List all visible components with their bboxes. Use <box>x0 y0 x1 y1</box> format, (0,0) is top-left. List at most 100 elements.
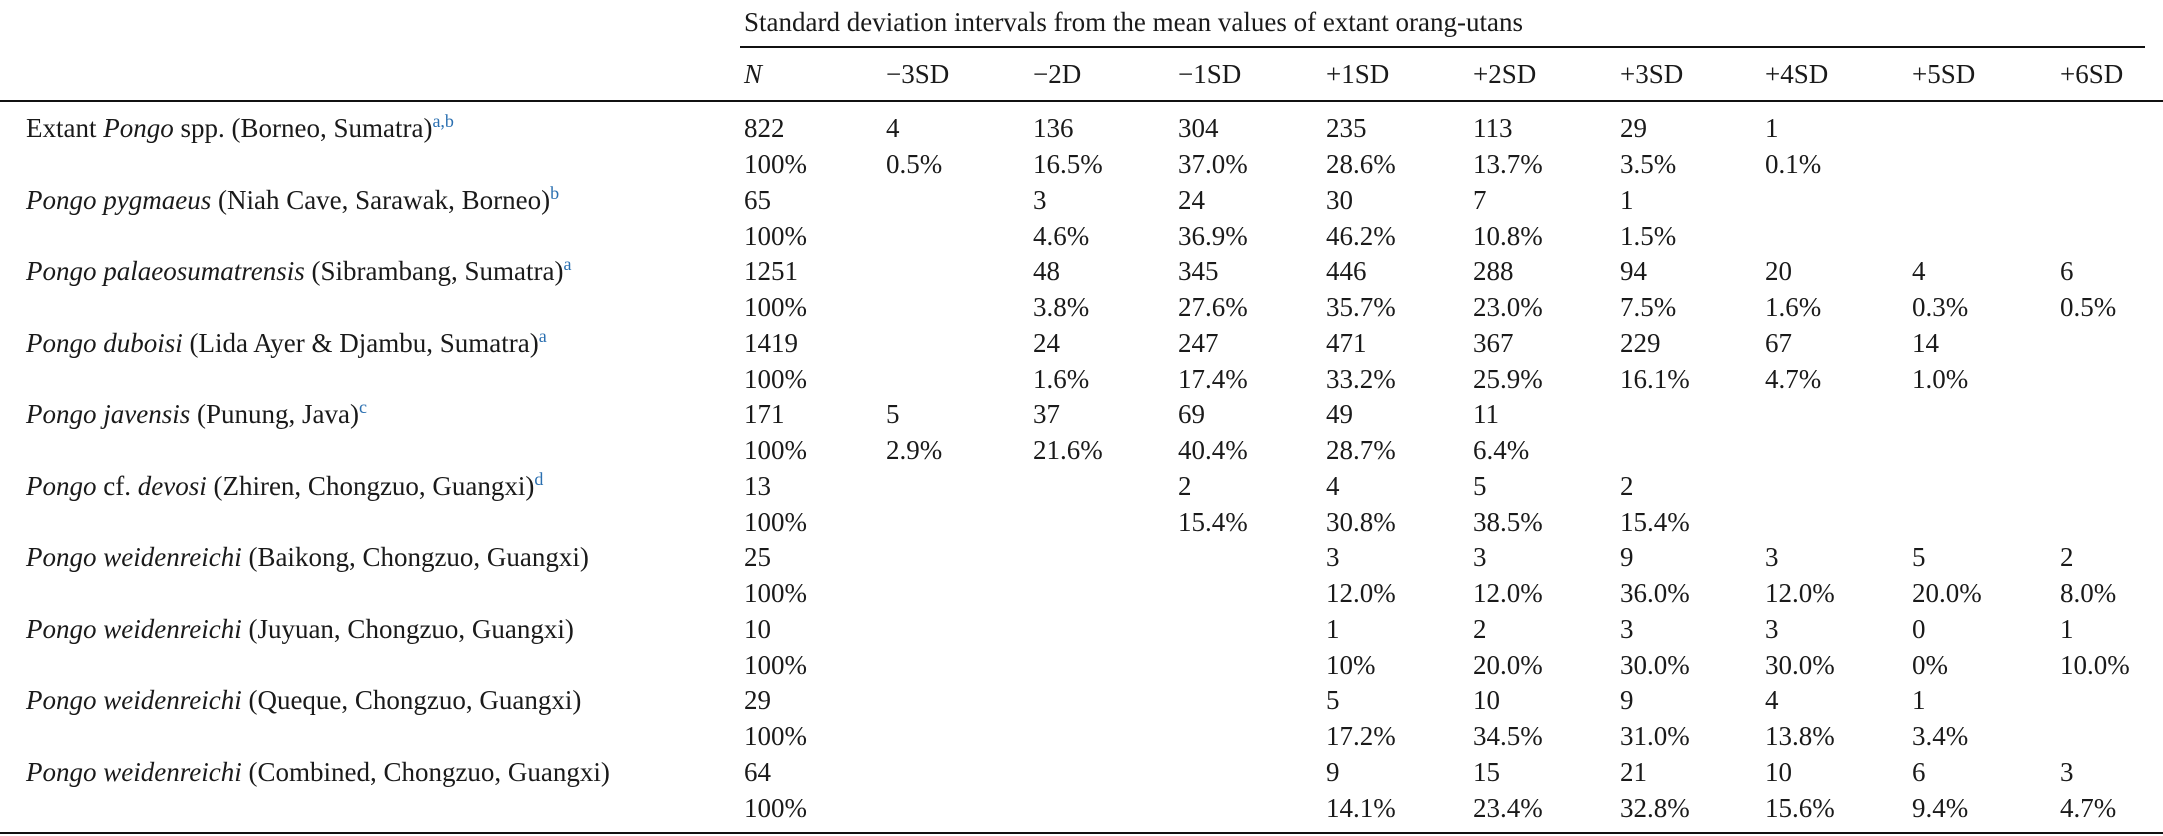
percent-cell: 100% <box>744 578 807 608</box>
footnote-marker: a <box>538 325 547 346</box>
table-row: Pongo javensis (Punung, Java)c 171 5 37 69 49… <box>0 396 2163 468</box>
percent-cell: 34.5% <box>1473 721 1543 751</box>
count-cell: 247 <box>1178 327 1219 358</box>
count-cell: 29 <box>744 685 771 715</box>
row-label: Pongo weidenreichi (Baikong, Chongzuo, G… <box>26 539 589 575</box>
row-label: Pongo palaeosumatrensis (Sibrambang, Sum… <box>26 253 571 289</box>
count-cell: 20 <box>1765 256 1792 286</box>
count-cell: 1251 <box>744 256 798 286</box>
percent-cell: 31.0% <box>1620 721 1690 751</box>
column-header: −3SD <box>886 59 950 89</box>
taxon-name: Pongo weidenreichi <box>26 613 242 644</box>
table-row: Pongo cf. devosi (Zhiren, Chongzuo, Guan… <box>0 468 2163 540</box>
percent-cell: 100% <box>744 506 807 537</box>
label-locality: (Niah Cave, Sarawak, Borneo) <box>211 184 551 215</box>
percent-cell: 4.7% <box>2060 792 2117 823</box>
count-cell: 0 <box>1912 613 1926 644</box>
count-cell: 10 <box>1473 685 1500 715</box>
label-locality: (Baikong, Chongzuo, Guangxi) <box>241 542 589 572</box>
percent-cell: 12.0% <box>1765 578 1835 608</box>
count-cell: 48 <box>1033 256 1060 286</box>
count-cell: 9 <box>1620 542 1634 572</box>
count-cell: 1 <box>1912 685 1926 715</box>
count-cell: 6 <box>2060 256 2074 286</box>
column-header: +6SD <box>2060 59 2124 89</box>
label-locality: (Juyuan, Chongzuo, Guangxi) <box>241 613 574 644</box>
count-cell: 235 <box>1326 113 1367 143</box>
percent-cell: 40.4% <box>1178 435 1248 465</box>
percent-cell: 20.0% <box>1473 649 1543 680</box>
percent-cell: 100% <box>744 220 807 251</box>
column-header: +3SD <box>1620 59 1684 89</box>
percent-cell: 38.5% <box>1473 506 1543 537</box>
count-cell: 64 <box>744 756 771 787</box>
table-row: Pongo weidenreichi (Combined, Chongzuo, … <box>0 754 2163 826</box>
count-cell: 367 <box>1473 327 1514 358</box>
percent-cell: 1.5% <box>1620 220 1677 251</box>
row-label: Extant Pongo spp. (Borneo, Sumatra)a,b <box>26 110 454 146</box>
count-cell: 4 <box>1765 685 1779 715</box>
column-header: +2SD <box>1473 59 1537 89</box>
count-cell: 4 <box>886 113 900 143</box>
row-label: Pongo javensis (Punung, Java)c <box>26 396 367 432</box>
percent-cell: 100% <box>744 721 807 751</box>
percent-cell: 15.4% <box>1178 506 1248 537</box>
percent-cell: 46.2% <box>1326 220 1396 251</box>
count-cell: 3 <box>1765 542 1779 572</box>
percent-cell: 4.6% <box>1033 220 1090 251</box>
count-cell: 2 <box>1178 470 1192 501</box>
footnote-marker: b <box>550 182 560 203</box>
taxon-name: Pongo palaeosumatrensis <box>26 256 305 286</box>
percent-cell: 14.1% <box>1326 792 1396 823</box>
count-cell: 1 <box>2060 613 2074 644</box>
count-cell: 10 <box>1765 756 1792 787</box>
count-cell: 13 <box>744 470 771 501</box>
count-cell: 1419 <box>744 327 798 358</box>
count-cell: 29 <box>1620 113 1647 143</box>
percent-cell: 30.8% <box>1326 506 1396 537</box>
footnote-marker: d <box>534 468 544 489</box>
count-cell: 15 <box>1473 756 1500 787</box>
percent-cell: 100% <box>744 292 807 322</box>
label-locality: (Sibrambang, Sumatra) <box>304 256 564 286</box>
percent-cell: 27.6% <box>1178 292 1248 322</box>
count-cell: 69 <box>1178 399 1205 429</box>
count-cell: 3 <box>1326 542 1340 572</box>
column-header: −2D <box>1033 59 1082 89</box>
percent-cell: 15.6% <box>1765 792 1835 823</box>
percent-cell: 1.6% <box>1033 363 1090 394</box>
percent-cell: 100% <box>744 435 807 465</box>
percent-cell: 30.0% <box>1765 649 1835 680</box>
count-cell: 5 <box>1473 470 1487 501</box>
table-row: Pongo weidenreichi (Juyuan, Chongzuo, Gu… <box>0 611 2163 683</box>
taxon-name: Pongo <box>26 470 97 501</box>
percent-cell: 8.0% <box>2060 578 2117 608</box>
column-header: +1SD <box>1326 59 1390 89</box>
count-cell: 7 <box>1473 184 1487 215</box>
footnote-marker: a <box>563 254 572 274</box>
percent-cell: 16.5% <box>1033 149 1103 179</box>
percent-cell: 0.3% <box>1912 292 1969 322</box>
row-label: Pongo weidenreichi (Combined, Chongzuo, … <box>26 754 610 790</box>
count-cell: 5 <box>1912 542 1926 572</box>
label-locality: (Combined, Chongzuo, Guangxi) <box>241 756 610 787</box>
count-cell: 1 <box>1765 113 1779 143</box>
percent-cell: 16.1% <box>1620 363 1690 394</box>
percent-cell: 100% <box>744 649 807 680</box>
count-cell: 2 <box>1620 470 1634 501</box>
bottom-rule <box>0 832 2163 834</box>
table-row: Pongo weidenreichi (Baikong, Chongzuo, G… <box>0 539 2163 611</box>
percent-cell: 20.0% <box>1912 578 1982 608</box>
table-row: Pongo weidenreichi (Queque, Chongzuo, Gu… <box>0 682 2163 754</box>
percent-cell: 12.0% <box>1326 578 1396 608</box>
percent-cell: 30.0% <box>1620 649 1690 680</box>
percent-cell: 33.2% <box>1326 363 1396 394</box>
percent-cell: 13.8% <box>1765 721 1835 751</box>
count-cell: 4 <box>1326 470 1340 501</box>
percent-cell: 6.4% <box>1473 435 1530 465</box>
percent-cell: 21.6% <box>1033 435 1103 465</box>
count-cell: 446 <box>1326 256 1367 286</box>
percent-cell: 1.6% <box>1765 292 1822 322</box>
taxon-name: Pongo <box>103 113 174 143</box>
label-locality: (Zhiren, Chongzuo, Guangxi) <box>206 470 535 501</box>
